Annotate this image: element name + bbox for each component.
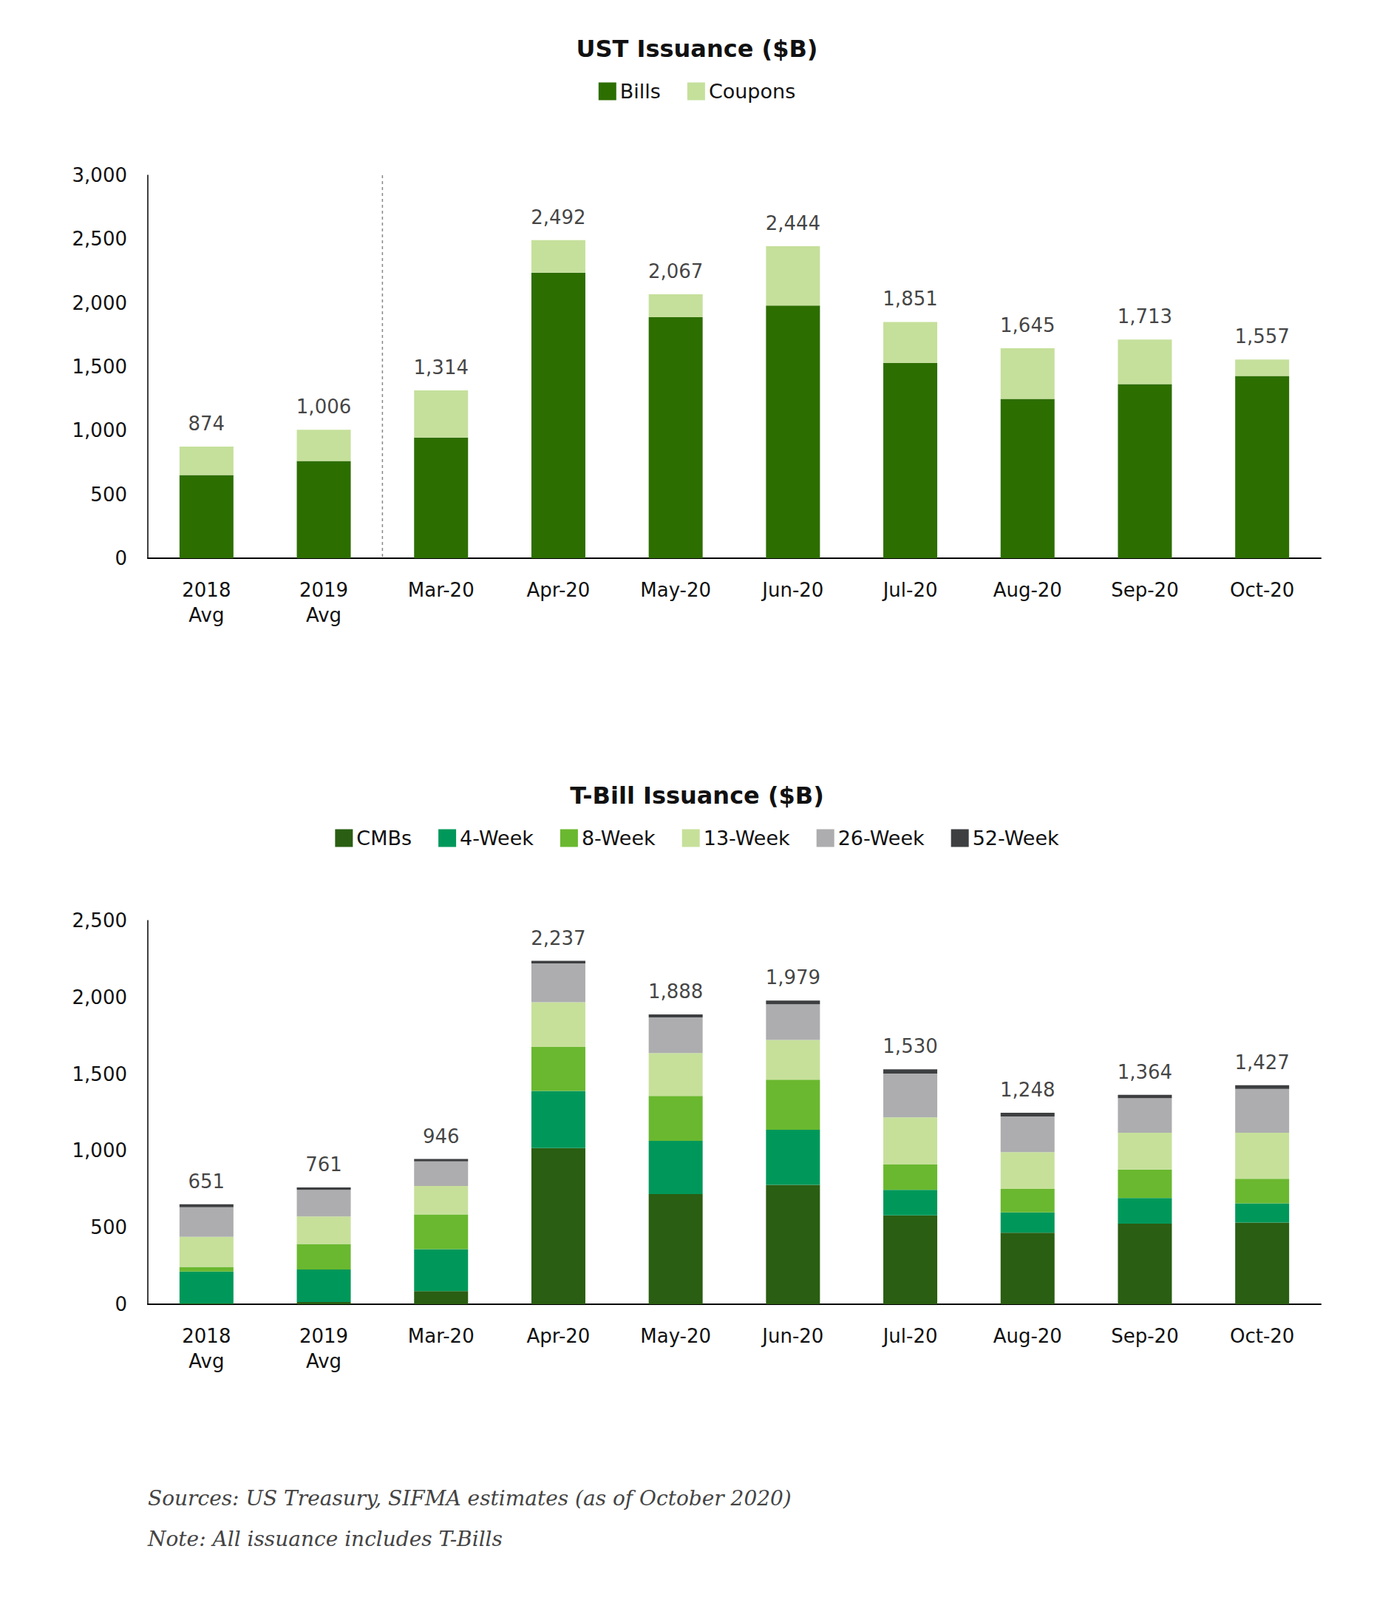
svg-text:Sep-20: Sep-20	[1110, 578, 1179, 601]
svg-text:Sep-20: Sep-20	[1110, 1324, 1179, 1347]
svg-text:2,444: 2,444	[765, 212, 821, 235]
svg-text:1,427: 1,427	[1234, 1051, 1290, 1074]
svg-text:Aug-20: Aug-20	[993, 1324, 1063, 1347]
svg-text:1,713: 1,713	[1117, 305, 1173, 328]
svg-text:Jun-20: Jun-20	[760, 1324, 824, 1347]
svg-text:Jul-20: Jul-20	[881, 578, 938, 601]
svg-text:Jun-20: Jun-20	[760, 578, 824, 601]
svg-text:500: 500	[90, 483, 128, 506]
svg-text:2,000: 2,000	[72, 291, 128, 315]
svg-text:Avg: Avg	[188, 1349, 224, 1372]
svg-text:1,500: 1,500	[72, 355, 128, 378]
svg-text:2,500: 2,500	[72, 227, 128, 250]
svg-text:1,557: 1,557	[1234, 325, 1290, 348]
svg-text:Oct-20: Oct-20	[1229, 1324, 1295, 1347]
svg-text:Mar-20: Mar-20	[408, 578, 475, 601]
svg-text:2,237: 2,237	[530, 926, 586, 950]
svg-text:651: 651	[188, 1170, 226, 1193]
html-text:Sources: US Treasury, SIFMA es: Sources: US Treasury, SIFMA estimates (a…	[147, 1485, 792, 1511]
svg-text:52-Week: 52-Week	[972, 826, 1060, 850]
svg-text:1,248: 1,248	[1000, 1078, 1055, 1101]
svg-text:2019: 2019	[299, 1324, 349, 1347]
svg-text:May-20: May-20	[640, 1324, 712, 1347]
svg-text:1,888: 1,888	[648, 980, 703, 1003]
svg-text:Coupons: Coupons	[708, 79, 796, 103]
svg-text:1,851: 1,851	[882, 287, 938, 310]
svg-text:Mar-20: Mar-20	[408, 1324, 475, 1347]
html-text:Note: All issuance includes T-: Note: All issuance includes T-Bills	[147, 1526, 503, 1551]
svg-text:4-Week: 4-Week	[459, 826, 534, 850]
svg-text:1,314: 1,314	[413, 356, 469, 379]
svg-text:2,067: 2,067	[648, 260, 703, 283]
svg-text:0: 0	[114, 546, 128, 570]
svg-text:Aug-20: Aug-20	[993, 578, 1063, 601]
svg-text:Avg: Avg	[188, 603, 224, 627]
svg-text:2,000: 2,000	[72, 986, 128, 1009]
svg-text:2,492: 2,492	[530, 206, 586, 229]
svg-text:1,645: 1,645	[1000, 314, 1055, 337]
svg-text:946: 946	[422, 1124, 460, 1148]
svg-text:1,530: 1,530	[882, 1034, 938, 1057]
svg-text:1,979: 1,979	[765, 966, 821, 989]
svg-text:1,000: 1,000	[72, 1139, 128, 1162]
svg-text:Apr-20: Apr-20	[527, 578, 591, 601]
svg-text:1,000: 1,000	[72, 419, 128, 442]
svg-text:761: 761	[305, 1153, 343, 1176]
svg-text:Avg: Avg	[306, 1349, 342, 1372]
svg-text:1,364: 1,364	[1117, 1060, 1173, 1083]
svg-text:2018: 2018	[181, 1324, 231, 1347]
svg-text:26-Week: 26-Week	[838, 826, 925, 850]
svg-text:1,006: 1,006	[296, 395, 352, 418]
svg-text:May-20: May-20	[640, 578, 712, 601]
svg-text:2,500: 2,500	[72, 909, 128, 932]
svg-text:Avg: Avg	[306, 603, 342, 627]
svg-text:874: 874	[188, 412, 226, 435]
svg-text:500: 500	[90, 1215, 128, 1239]
svg-text:2018: 2018	[181, 578, 231, 601]
svg-text:Oct-20: Oct-20	[1229, 578, 1295, 601]
svg-text:UST Issuance ($B): UST Issuance ($B)	[576, 34, 819, 63]
svg-text:Apr-20: Apr-20	[527, 1324, 591, 1347]
svg-text:13-Week: 13-Week	[703, 826, 791, 850]
svg-text:Jul-20: Jul-20	[881, 1324, 938, 1347]
svg-text:2019: 2019	[299, 578, 349, 601]
svg-text:CMBs: CMBs	[356, 826, 412, 850]
svg-text:0: 0	[114, 1292, 128, 1315]
svg-text:3,000: 3,000	[72, 164, 128, 187]
svg-text:T-Bill Issuance ($B): T-Bill Issuance ($B)	[569, 781, 825, 810]
svg-text:Bills: Bills	[620, 79, 661, 103]
svg-text:8-Week: 8-Week	[581, 826, 656, 850]
svg-text:1,500: 1,500	[72, 1062, 128, 1086]
